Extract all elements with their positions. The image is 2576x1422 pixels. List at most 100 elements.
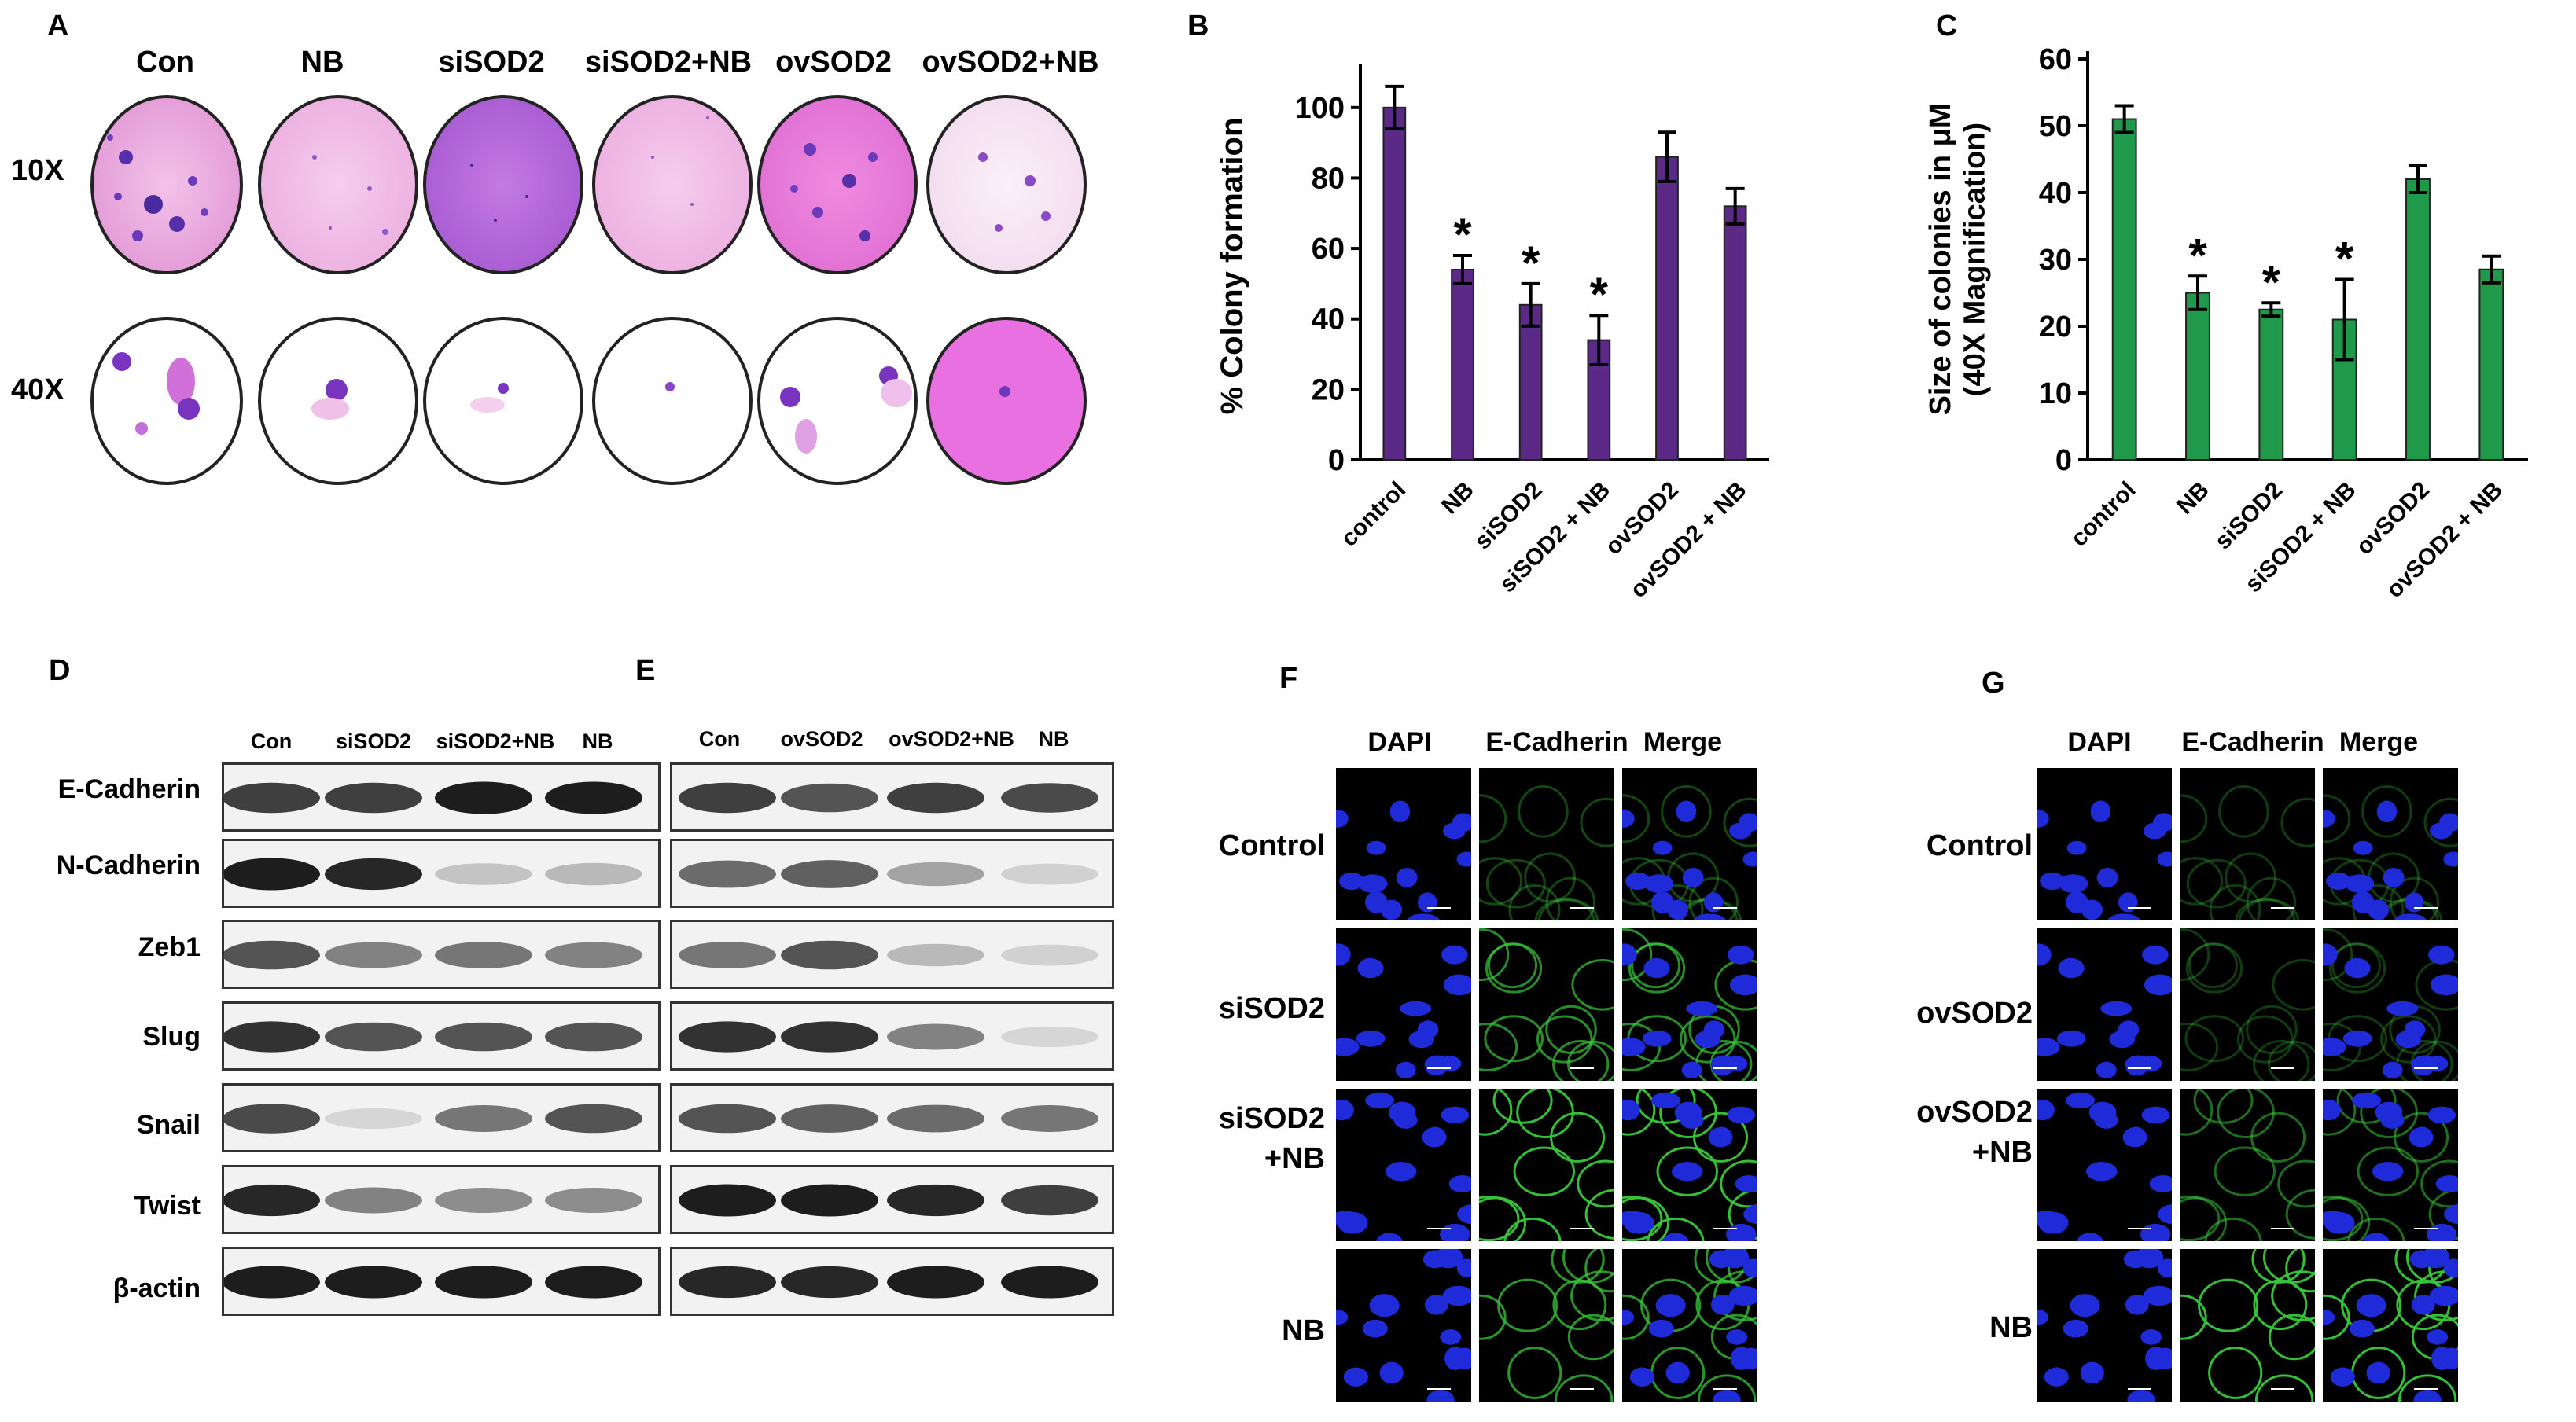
blot-d-band xyxy=(435,1266,532,1299)
if-f-nucleus xyxy=(1395,1061,1416,1078)
if-g-nucleus xyxy=(2040,872,2065,891)
col-label-nb: NB xyxy=(300,46,344,79)
blot-d-blot-row-1 xyxy=(222,839,661,908)
if-f-membrane xyxy=(1584,1189,1614,1240)
if-f-membrane xyxy=(1503,1217,1562,1241)
if-f-nucleus xyxy=(1443,974,1471,996)
if-f-membrane xyxy=(1693,1112,1749,1163)
if-g-membrane xyxy=(2394,1112,2449,1163)
panel-letter-g: G xyxy=(1982,667,2005,700)
if-f-nucleus xyxy=(1622,1310,1635,1325)
if-g-nucleus xyxy=(2096,1061,2117,1078)
chart-c-bar-ovsod2 xyxy=(2405,178,2431,461)
if-f-nucleus xyxy=(1720,1249,1750,1269)
blot-d-band xyxy=(325,858,422,891)
if-f-nucleus xyxy=(1336,1099,1354,1121)
if-g-nucleus xyxy=(2411,1126,2433,1147)
if-g-membrane xyxy=(2285,1189,2315,1240)
if-f-membrane xyxy=(1622,928,1653,981)
blot-d-band xyxy=(224,940,320,970)
if-g-nucleus xyxy=(2140,1223,2171,1241)
if-f-membrane xyxy=(1507,1347,1562,1399)
if-g-nucleus xyxy=(2037,809,2049,828)
blot-d-band xyxy=(325,1266,422,1299)
chart-c-significance-sisod2-nb: * xyxy=(2335,233,2354,285)
if-f-membrane xyxy=(1580,797,1614,847)
if-g-cell-r1-c1 xyxy=(2178,927,2317,1082)
panel-letter-c: C xyxy=(1936,9,1958,42)
if-f-nucleus xyxy=(1676,800,1697,823)
channel-label-f-dapi: DAPI xyxy=(1367,727,1432,757)
if-f-membrane xyxy=(1622,1196,1670,1241)
if-g-membrane xyxy=(2323,1196,2364,1241)
chart-b-ytick-label: 80 xyxy=(1312,162,1345,195)
if-g-nucleus xyxy=(2127,1389,2155,1402)
if-g-nucleus xyxy=(2323,1099,2341,1121)
if-f-cell-r1-c2 xyxy=(1621,927,1759,1082)
chart-b-bar-control xyxy=(1382,106,1407,461)
if-f-nucleus xyxy=(1727,1106,1756,1124)
if-g-nucleus xyxy=(2037,1211,2069,1234)
blot-e-blot-row-4 xyxy=(670,1083,1114,1152)
lane-label-e-nb: NB xyxy=(1038,727,1069,751)
chart-b-ytick-label: 100 xyxy=(1295,92,1345,125)
if-f-membrane xyxy=(1622,1294,1650,1340)
blot-d-band xyxy=(325,1022,422,1052)
if-g-nucleus xyxy=(2090,800,2111,823)
if-f-nucleus xyxy=(1629,1367,1654,1387)
chart-b-y-axis-label: % Colony formation xyxy=(1215,118,1249,415)
blot-d-band xyxy=(224,1021,320,1053)
if-g-nucleus xyxy=(2430,974,2458,996)
plate-40x-con xyxy=(90,317,243,485)
if-f-membrane xyxy=(1720,1159,1757,1208)
if-f-nucleus xyxy=(1742,851,1757,867)
panel-letter-e: E xyxy=(635,654,656,687)
if-f-membrane xyxy=(1513,1146,1575,1196)
if-f-nucleus xyxy=(1376,1233,1403,1241)
if-g-membrane xyxy=(2209,884,2261,920)
if-g-membrane xyxy=(2323,1196,2371,1241)
panel-letter-d: D xyxy=(49,654,71,687)
if-g-nucleus xyxy=(2135,1249,2164,1269)
if-f-membrane xyxy=(1622,794,1650,843)
protein-label-slug: Slug xyxy=(142,1022,201,1052)
chart-b-significance-sisod2-nb: * xyxy=(1590,268,1609,321)
if-f-membrane xyxy=(1577,1159,1614,1208)
if-f-nucleus xyxy=(1735,1175,1757,1192)
if-g-nucleus xyxy=(2366,1361,2390,1384)
if-g-membrane xyxy=(2323,1089,2357,1136)
blot-d-blot-row-2 xyxy=(222,920,661,989)
if-g-cell-r0-c1 xyxy=(2178,766,2317,922)
if-g-cell-r1-c0 xyxy=(2035,927,2173,1082)
chart-c-bar-nb xyxy=(2185,292,2210,461)
chart-c-ytick-label: 10 xyxy=(2039,377,2072,410)
if-g-membrane xyxy=(2380,1015,2437,1064)
col-label-sisod2-nb: siSOD2+NB xyxy=(584,46,753,79)
lane-label-e-con: Con xyxy=(698,727,741,751)
if-f-nucleus xyxy=(1408,1031,1434,1049)
if-g-membrane xyxy=(2180,1196,2228,1241)
if-f-nucleus xyxy=(1655,1294,1686,1317)
chart-b-ytick-label: 60 xyxy=(1312,233,1345,266)
if-f-cell-r2-c1 xyxy=(1478,1087,1616,1243)
if-f-membrane xyxy=(1492,1089,1553,1124)
if-f-membrane xyxy=(1545,876,1595,920)
if-f-membrane xyxy=(1537,898,1599,920)
if-f-membrane xyxy=(1484,1015,1544,1063)
if-f-membrane xyxy=(1479,1294,1507,1340)
if-g-membrane xyxy=(2428,1189,2458,1240)
blot-e-band xyxy=(887,782,984,814)
if-f-membrane xyxy=(1524,852,1577,903)
if-g-nucleus xyxy=(2413,1389,2442,1402)
if-f-nucleus xyxy=(1695,1031,1720,1049)
lane-label-nb: NB xyxy=(582,729,613,753)
if-g-membrane xyxy=(2193,1089,2254,1124)
if-g-nucleus xyxy=(2143,1285,2172,1306)
blot-e-band xyxy=(781,1184,878,1217)
blot-d-band xyxy=(224,1104,320,1134)
if-g-nucleus xyxy=(2352,1092,2382,1109)
if-f-nucleus xyxy=(1440,1329,1462,1345)
if-f-nucleus xyxy=(1418,892,1437,913)
if-g-membrane xyxy=(2423,797,2458,847)
plate-10x-con xyxy=(90,95,243,274)
